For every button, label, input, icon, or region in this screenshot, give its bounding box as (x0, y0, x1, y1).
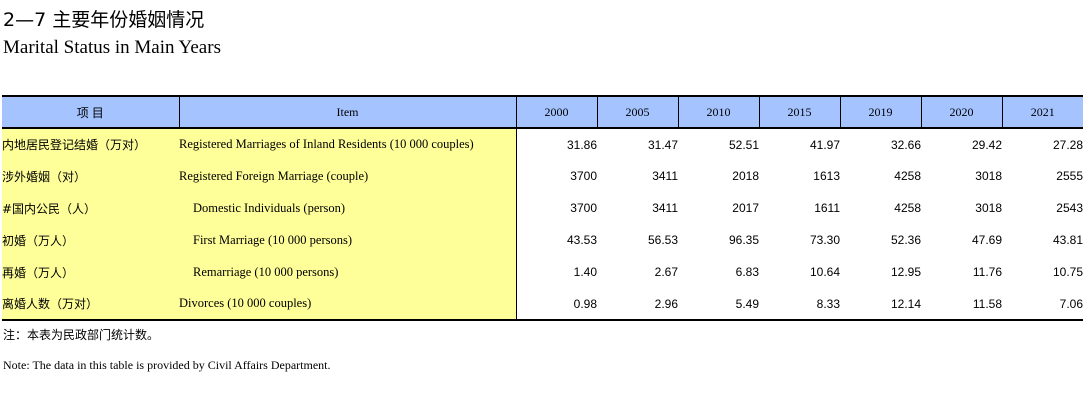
table-cell: 2543 (1056, 201, 1083, 215)
year-header: 2010 (677, 95, 759, 129)
table-cell: 1.40 (573, 265, 597, 279)
year-header: 2021 (1001, 95, 1083, 129)
item-header-chinese: 项 目 (2, 95, 179, 129)
table-cell: 3700 (570, 169, 597, 183)
table-cell: 31.86 (566, 137, 597, 152)
table-cell: 10.75 (1052, 265, 1083, 279)
table-cell: 1613 (813, 169, 840, 183)
row-label-english: Registered Marriages of Inland Residents… (179, 128, 517, 160)
table-cell: 7.06 (1002, 288, 1083, 321)
row-label-english: Divorces (10 000 couples) (179, 288, 517, 321)
table-cell: 41.97 (809, 137, 840, 152)
row-label-chinese: #国内公民（人） (2, 192, 179, 224)
table-row: 内地居民登记结婚（万对） Registered Marriages of Inl… (2, 128, 1083, 160)
table-cell: 12.95 (890, 265, 921, 279)
row-label-english: First Marriage (10 000 persons) (179, 224, 517, 256)
table-cell: 3018 (975, 169, 1002, 183)
table-cell: 3018 (975, 201, 1002, 215)
table-cell: 12.14 (840, 288, 921, 321)
table-row: 涉外婚姻（对） Registered Foreign Marriage (cou… (2, 160, 1083, 192)
table-cell: 11.58 (921, 288, 1002, 321)
table-cell: 29.42 (971, 137, 1002, 152)
table-cell: 10.64 (809, 265, 840, 279)
table-row: #国内公民（人） Domestic Individuals (person) 3… (2, 192, 1083, 224)
row-label-english: Domestic Individuals (person) (179, 192, 517, 224)
table-cell: 0.98 (516, 288, 597, 321)
header-row: 项 目 Item 2000 2005 2010 2015 2019 2020 2… (2, 95, 1083, 129)
table-title-english: Marital Status in Main Years (3, 37, 221, 58)
item-header-english: Item (178, 95, 516, 129)
marital-status-table: 项 目 Item 2000 2005 2010 2015 2019 2020 2… (2, 95, 1083, 321)
table-cell: 2.96 (597, 288, 678, 321)
row-label-chinese: 离婚人数（万对） (2, 288, 179, 321)
year-header: 2005 (596, 95, 678, 129)
table-cell: 4258 (894, 169, 921, 183)
table-cell: 6.83 (735, 265, 759, 279)
table-cell: 73.30 (809, 233, 840, 247)
row-label-chinese: 再婚（万人） (2, 256, 179, 288)
row-label-english: Remarriage (10 000 persons) (179, 256, 517, 288)
table-cell: 43.81 (1052, 233, 1083, 247)
table-row: 再婚（万人） Remarriage (10 000 persons) 1.40 … (2, 256, 1083, 288)
table-cell: 47.69 (971, 233, 1002, 247)
footnote-chinese: 注：本表为民政部门统计数。 (3, 328, 160, 342)
table-row: 离婚人数（万对） Divorces (10 000 couples) 0.98 … (2, 288, 1083, 321)
table-cell: 3411 (652, 169, 678, 183)
row-label-chinese: 内地居民登记结婚（万对） (2, 128, 179, 160)
table-cell: 11.76 (972, 265, 1002, 279)
table-cell: 5.49 (678, 288, 759, 321)
table-title-chinese: 2—7 主要年份婚姻情况 (3, 9, 205, 31)
table-cell: 3411 (652, 201, 678, 215)
year-header: 2015 (758, 95, 840, 129)
table-cell: 31.47 (647, 137, 678, 152)
table-cell: 27.28 (1052, 137, 1083, 152)
table-cell: 56.53 (647, 233, 678, 247)
table-cell: 2017 (732, 201, 759, 215)
table-cell: 8.33 (759, 288, 840, 321)
table-cell: 52.51 (728, 137, 759, 152)
table-cell: 1611 (814, 201, 840, 215)
footnote-english: Note: The data in this table is provided… (3, 358, 331, 372)
table-row: 初婚（万人） First Marriage (10 000 persons) 4… (2, 224, 1083, 256)
table-cell: 52.36 (890, 233, 921, 247)
row-label-chinese: 初婚（万人） (2, 224, 179, 256)
table-cell: 4258 (894, 201, 921, 215)
row-label-english: Registered Foreign Marriage (couple) (179, 160, 517, 192)
table-cell: 2018 (732, 169, 759, 183)
year-header: 2000 (515, 95, 597, 129)
table-cell: 2555 (1056, 169, 1083, 183)
table-cell: 32.66 (890, 137, 921, 152)
row-label-chinese: 涉外婚姻（对） (2, 160, 179, 192)
table-cell: 96.35 (728, 233, 759, 247)
table-cell: 43.53 (566, 233, 597, 247)
year-header: 2020 (920, 95, 1002, 129)
table-cell: 2.67 (654, 265, 678, 279)
table-cell: 3700 (570, 201, 597, 215)
year-header: 2019 (839, 95, 921, 129)
